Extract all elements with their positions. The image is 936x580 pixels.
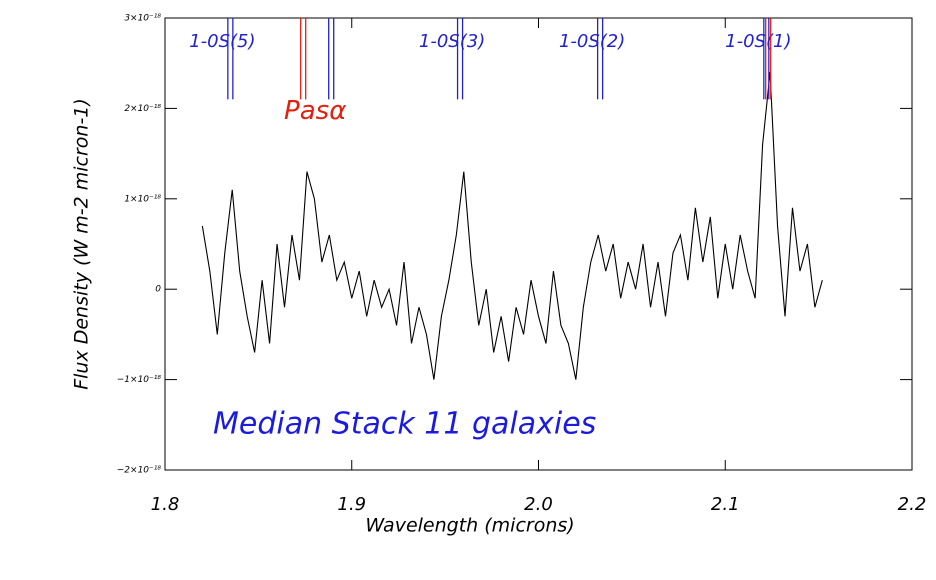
emission-line-label: 1-0S(1) <box>725 31 791 52</box>
y-tick-label: −1×10⁻¹⁸ <box>117 375 162 385</box>
emission-line-label: 1-0S(3) <box>419 31 485 52</box>
x-tick-label: 1.8 <box>151 494 180 515</box>
y-tick-label: 2×10⁻¹⁸ <box>124 104 161 114</box>
emission-line-label: 1-0S(5) <box>189 31 255 52</box>
y-tick-label: 0 <box>155 285 161 295</box>
y-tick-label: 1×10⁻¹⁸ <box>124 194 161 204</box>
emission-line-label: Pasα <box>284 96 346 126</box>
spectrum-line <box>201 72 823 380</box>
x-tick-label: 2.2 <box>898 494 927 515</box>
x-tick-label: 2.1 <box>711 494 740 515</box>
x-tick-label: 2.0 <box>524 494 553 515</box>
y-tick-label: 3×10⁻¹⁸ <box>124 14 161 24</box>
y-tick-label: −2×10⁻¹⁸ <box>117 466 162 476</box>
emission-line-label: 1-0S(2) <box>559 31 625 52</box>
x-axis-label: Wavelength (microns) <box>365 515 574 537</box>
x-tick-label: 1.9 <box>337 494 366 515</box>
y-axis-label: Flux Density (W m-2 micron-1) <box>71 98 93 390</box>
annotation: Median Stack 11 galaxies <box>213 407 596 442</box>
